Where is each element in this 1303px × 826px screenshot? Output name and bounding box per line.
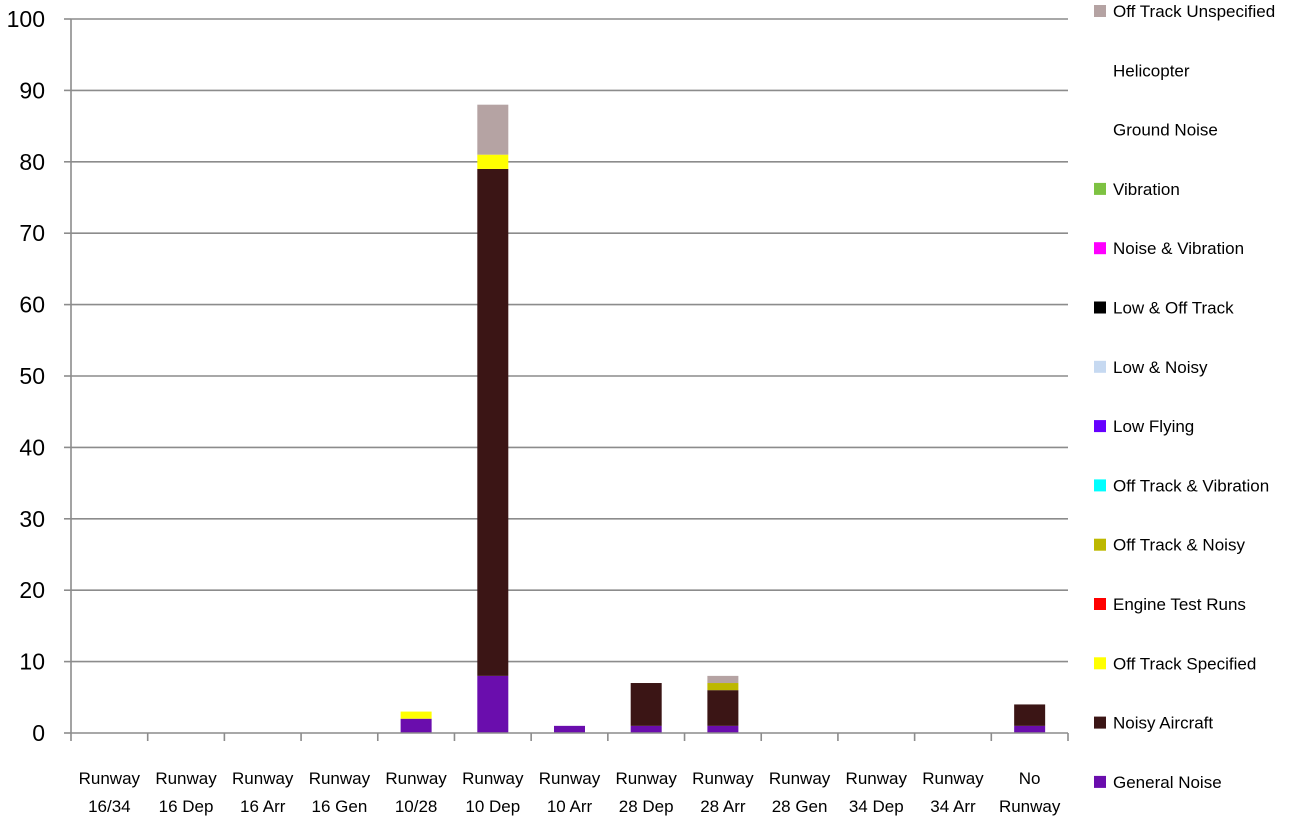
x-tick-label: Runway 16 Dep	[155, 769, 217, 816]
y-tick-label: 60	[19, 292, 45, 318]
legend-swatch	[1094, 182, 1106, 195]
bar-segment	[707, 725, 739, 733]
legend-item: Vibration	[1094, 180, 1180, 199]
bar-segment	[477, 675, 509, 733]
legend-swatch	[1094, 598, 1106, 610]
axes	[70, 19, 1069, 741]
bar-segment	[477, 104, 509, 155]
legend-label: Helicopter	[1113, 61, 1190, 80]
bar-segment	[477, 168, 509, 676]
gridlines	[71, 18, 1068, 663]
y-tick-label: 80	[19, 149, 45, 175]
legend-label: Vibration	[1113, 180, 1180, 199]
legend-label: Low Flying	[1113, 417, 1194, 436]
legend-label: Engine Test Runs	[1113, 595, 1246, 614]
legend-swatch	[1094, 5, 1106, 17]
legend-item: Off Track & Vibration	[1094, 476, 1269, 495]
x-tick-label: Runway 10 Dep	[462, 769, 524, 816]
legend-label: Low & Noisy	[1113, 358, 1208, 377]
legend: Off Track Unspecified Helicopter Ground No…	[1094, 2, 1275, 792]
legend-item: Off Track Specified	[1094, 654, 1256, 673]
y-tick-label: 90	[19, 77, 45, 103]
legend-item: General Noise	[1094, 773, 1222, 792]
x-tick-label: Runway 28 Gen	[769, 769, 831, 816]
bar-segment	[707, 675, 739, 684]
legend-item: Noise & Vibration	[1094, 239, 1244, 258]
legend-swatch	[1094, 775, 1106, 788]
bar-segment	[554, 725, 585, 733]
y-axis-ticks: 0 10 20 30 40 50 60 70 80 90 100	[7, 6, 71, 746]
legend-swatch	[1094, 716, 1106, 729]
legend-label: Ground Noise	[1113, 121, 1218, 140]
y-tick-label: 20	[19, 577, 45, 603]
x-tick-label: Runway 28 Dep	[615, 769, 677, 816]
bar-segment	[630, 683, 662, 726]
y-tick-label: 70	[19, 220, 45, 246]
legend-item: Off Track Unspecified	[1094, 2, 1275, 21]
legend-label: Off Track Specified	[1113, 654, 1256, 673]
x-tick-label: Runway 10 Arr	[539, 769, 601, 816]
legend-label: General Noise	[1113, 773, 1222, 792]
legend-label: Off Track & Vibration	[1113, 476, 1269, 495]
x-tick-label: No Runway	[999, 769, 1061, 816]
bar-segment	[400, 711, 432, 719]
legend-swatch	[1094, 479, 1106, 492]
legend-label: Low & Off Track	[1113, 299, 1234, 318]
legend-swatch	[1094, 657, 1106, 670]
bars	[400, 104, 1046, 733]
y-tick-label: 10	[19, 649, 45, 675]
legend-swatch	[1094, 360, 1106, 373]
x-tick-label: Runway 10/28	[385, 769, 447, 816]
legend-swatch	[1094, 242, 1106, 255]
bar-segment	[477, 154, 509, 169]
legend-swatch	[1094, 420, 1106, 433]
x-tick-label: Runway 28 Arr	[692, 769, 754, 816]
legend-item: Noisy Aircraft	[1094, 714, 1213, 733]
legend-item: Off Track & Noisy	[1094, 536, 1245, 555]
x-tick-label: Runway 16 Gen	[309, 769, 371, 816]
x-tick-label: Runway 16/34	[79, 769, 141, 816]
legend-item: Helicopter	[1113, 61, 1190, 80]
legend-item: Engine Test Runs	[1094, 595, 1246, 614]
bar-segment	[1014, 725, 1046, 733]
y-tick-label: 30	[19, 506, 45, 532]
legend-item: Low Flying	[1094, 417, 1194, 436]
legend-label: Off Track & Noisy	[1113, 536, 1245, 555]
bar-segment	[707, 683, 739, 691]
legend-label: Off Track Unspecified	[1113, 2, 1275, 21]
legend-swatch	[1094, 538, 1106, 551]
x-tick-label: Runway 16 Arr	[232, 769, 294, 816]
legend-item: Low & Noisy	[1094, 358, 1208, 377]
x-tick-label: Runway 34 Dep	[846, 769, 908, 816]
legend-swatch	[1094, 301, 1106, 314]
x-axis-ticks: Runway 16/34 Runway 16 Dep Runway 16 Arr Runwa…	[79, 769, 1061, 816]
y-tick-label: 40	[19, 434, 45, 460]
y-tick-label: 50	[19, 363, 45, 389]
legend-label: Noise & Vibration	[1113, 239, 1244, 258]
legend-item: Ground Noise	[1113, 121, 1218, 140]
x-tick-label: Runway 34 Arr	[922, 769, 984, 816]
bar-segment	[630, 725, 662, 733]
y-tick-label: 100	[7, 6, 45, 32]
legend-label: Noisy Aircraft	[1113, 714, 1213, 733]
legend-item: Low & Off Track	[1094, 299, 1234, 318]
y-tick-label: 0	[32, 720, 45, 746]
bar-segment	[400, 718, 432, 733]
bar-segment	[1014, 704, 1046, 726]
bar-segment	[707, 690, 739, 726]
